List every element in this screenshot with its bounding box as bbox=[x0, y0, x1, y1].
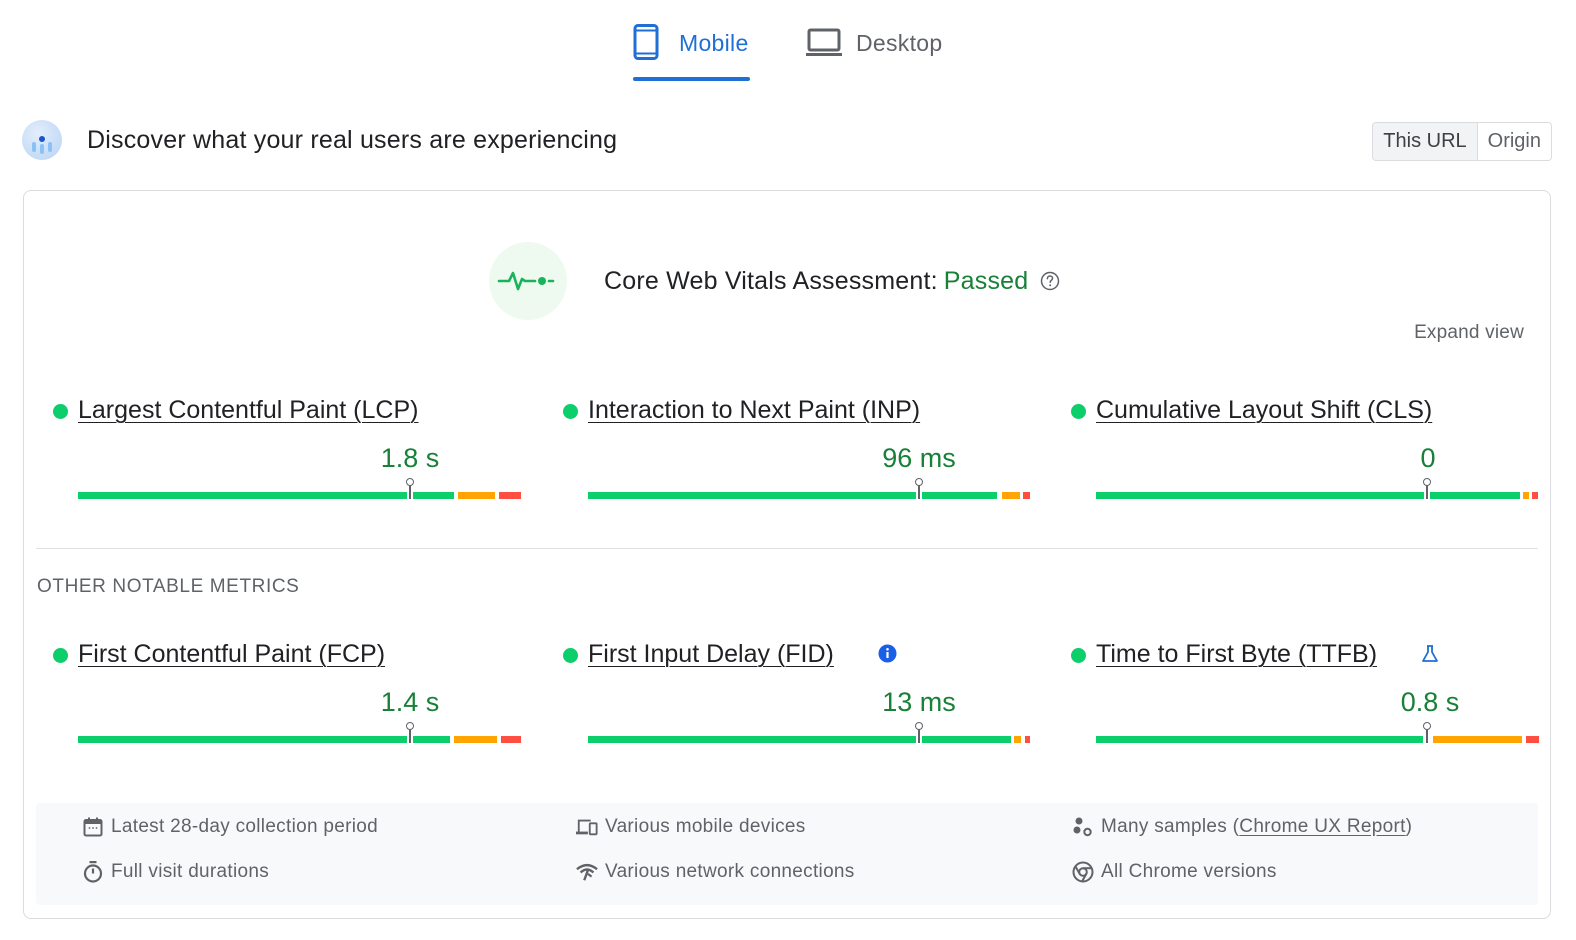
metric-fcp-distribution-bar bbox=[78, 722, 521, 744]
tab-desktop[interactable]: Desktop bbox=[806, 22, 942, 82]
bar-poor-segment bbox=[1532, 492, 1538, 499]
scope-toggle: This URL Origin bbox=[1372, 122, 1552, 161]
tab-mobile-label: Mobile bbox=[679, 30, 749, 56]
good-status-dot-icon bbox=[1071, 404, 1086, 419]
percentile-marker-icon bbox=[405, 722, 415, 744]
metric-cls-link[interactable]: Cumulative Layout Shift (CLS) bbox=[1096, 396, 1433, 424]
metric-fid-distribution-bar bbox=[588, 722, 1031, 744]
bar-poor-segment bbox=[1025, 736, 1030, 743]
crux-users-icon bbox=[22, 120, 62, 160]
samples-item: Many samples (Chrome UX Report) bbox=[1072, 816, 1412, 838]
tab-desktop-label: Desktop bbox=[856, 30, 943, 56]
metric-lcp-distribution-bar bbox=[78, 478, 521, 500]
bar-poor-segment bbox=[1023, 492, 1030, 499]
other-metrics-row: First Contentful Paint (FCP) 1.4 s First… bbox=[52, 640, 1539, 760]
good-status-dot-icon bbox=[53, 404, 68, 419]
field-data-header: Discover what your real users are experi… bbox=[22, 118, 1552, 166]
this-url-button[interactable]: This URL bbox=[1373, 123, 1478, 160]
assessment-label: Core Web Vitals Assessment: bbox=[604, 266, 938, 295]
good-status-dot-icon bbox=[563, 404, 578, 419]
bar-needs-improvement-segment bbox=[1523, 492, 1529, 499]
bar-needs-improvement-segment bbox=[454, 736, 497, 743]
metric-fid-value: 13 ms bbox=[882, 687, 956, 717]
metric-fcp: First Contentful Paint (FCP) 1.4 s bbox=[52, 640, 522, 760]
bar-needs-improvement-segment bbox=[1002, 492, 1020, 499]
bar-needs-improvement-segment bbox=[458, 492, 495, 499]
good-status-dot-icon bbox=[563, 648, 578, 663]
network-item: Various network connections bbox=[576, 861, 855, 883]
assessment-status: Passed bbox=[943, 266, 1029, 295]
metric-ttfb-value: 0.8 s bbox=[1400, 687, 1460, 717]
experimental-flask-icon[interactable] bbox=[1420, 644, 1440, 664]
bar-needs-improvement-segment bbox=[1014, 736, 1021, 743]
laptop-icon bbox=[806, 22, 842, 63]
bar-good-segment bbox=[78, 492, 454, 499]
core-metrics-row: Largest Contentful Paint (LCP) 1.8 s Int… bbox=[52, 396, 1538, 516]
info-icon[interactable] bbox=[878, 644, 897, 663]
device-tabs: Mobile Desktop bbox=[0, 0, 1576, 85]
metric-lcp-link[interactable]: Largest Contentful Paint (LCP) bbox=[78, 396, 419, 424]
metric-fid-link[interactable]: First Input Delay (FID) bbox=[588, 640, 834, 668]
vitals-pulse-icon bbox=[489, 242, 567, 320]
section-title: Discover what your real users are experi… bbox=[87, 126, 618, 154]
metric-cls-value: 0 bbox=[1420, 443, 1436, 473]
bar-good-segment bbox=[1096, 736, 1423, 743]
percentile-marker-icon bbox=[405, 478, 415, 500]
good-status-dot-icon bbox=[1071, 648, 1086, 663]
data-source-footer: Latest 28-day collection period Various … bbox=[36, 803, 1538, 905]
metric-ttfb-link[interactable]: Time to First Byte (TTFB) bbox=[1096, 640, 1378, 668]
percentile-marker-icon bbox=[914, 478, 924, 500]
metric-lcp: Largest Contentful Paint (LCP) 1.8 s bbox=[52, 396, 522, 516]
metric-fcp-value: 1.4 s bbox=[380, 687, 440, 717]
bar-poor-segment bbox=[499, 492, 521, 499]
devices-item: Various mobile devices bbox=[576, 816, 806, 838]
percentile-marker-icon bbox=[914, 722, 924, 744]
bar-good-segment bbox=[78, 736, 450, 743]
metric-cls: Cumulative Layout Shift (CLS) 0 bbox=[1070, 396, 1540, 516]
bar-poor-segment bbox=[501, 736, 521, 743]
collection-period-item: Latest 28-day collection period bbox=[82, 816, 378, 838]
metric-lcp-value: 1.8 s bbox=[380, 443, 440, 473]
good-status-dot-icon bbox=[53, 648, 68, 663]
metric-ttfb-distribution-bar bbox=[1096, 722, 1539, 744]
assessment-text: Core Web Vitals Assessment: Passed bbox=[604, 267, 1028, 296]
active-tab-indicator bbox=[633, 77, 750, 81]
stopwatch-icon bbox=[82, 861, 104, 883]
metric-ttfb: Time to First Byte (TTFB) 0.8 s bbox=[1070, 640, 1540, 760]
chrome-versions-item: All Chrome versions bbox=[1072, 861, 1277, 883]
metric-inp-distribution-bar bbox=[588, 478, 1031, 500]
smartphone-icon bbox=[633, 22, 659, 65]
cwv-assessment: Core Web Vitals Assessment: Passed bbox=[489, 241, 1060, 321]
bar-good-segment bbox=[588, 736, 1011, 743]
metric-cls-distribution-bar bbox=[1096, 478, 1539, 500]
samples-icon bbox=[1072, 816, 1094, 838]
help-circle-icon[interactable] bbox=[1040, 271, 1060, 291]
other-metrics-heading: OTHER NOTABLE METRICS bbox=[37, 576, 300, 597]
section-divider bbox=[36, 548, 1538, 549]
metric-fcp-link[interactable]: First Contentful Paint (FCP) bbox=[78, 640, 386, 668]
visit-durations-item: Full visit durations bbox=[82, 861, 269, 883]
field-data-card: Core Web Vitals Assessment: Passed Expand… bbox=[23, 190, 1551, 919]
metric-inp-link[interactable]: Interaction to Next Paint (INP) bbox=[588, 396, 921, 424]
origin-button[interactable]: Origin bbox=[1477, 123, 1551, 160]
expand-view-link[interactable]: Expand view bbox=[1414, 322, 1524, 343]
percentile-marker-icon bbox=[1422, 722, 1432, 744]
chrome-ux-report-link[interactable]: Chrome UX Report bbox=[1239, 816, 1406, 837]
chrome-icon bbox=[1072, 861, 1094, 883]
bar-good-segment bbox=[588, 492, 997, 499]
bar-needs-improvement-segment bbox=[1433, 736, 1522, 743]
bar-good-segment bbox=[1096, 492, 1520, 499]
metric-inp: Interaction to Next Paint (INP) 96 ms bbox=[562, 396, 1032, 516]
tab-mobile[interactable]: Mobile bbox=[633, 22, 750, 82]
devices-icon bbox=[576, 816, 598, 838]
bar-poor-segment bbox=[1526, 736, 1539, 743]
percentile-marker-icon bbox=[1422, 478, 1432, 500]
calendar-icon bbox=[82, 816, 104, 838]
network-icon bbox=[576, 861, 598, 883]
metric-inp-value: 96 ms bbox=[882, 443, 956, 473]
metric-fid: First Input Delay (FID) 13 ms bbox=[562, 640, 1032, 760]
